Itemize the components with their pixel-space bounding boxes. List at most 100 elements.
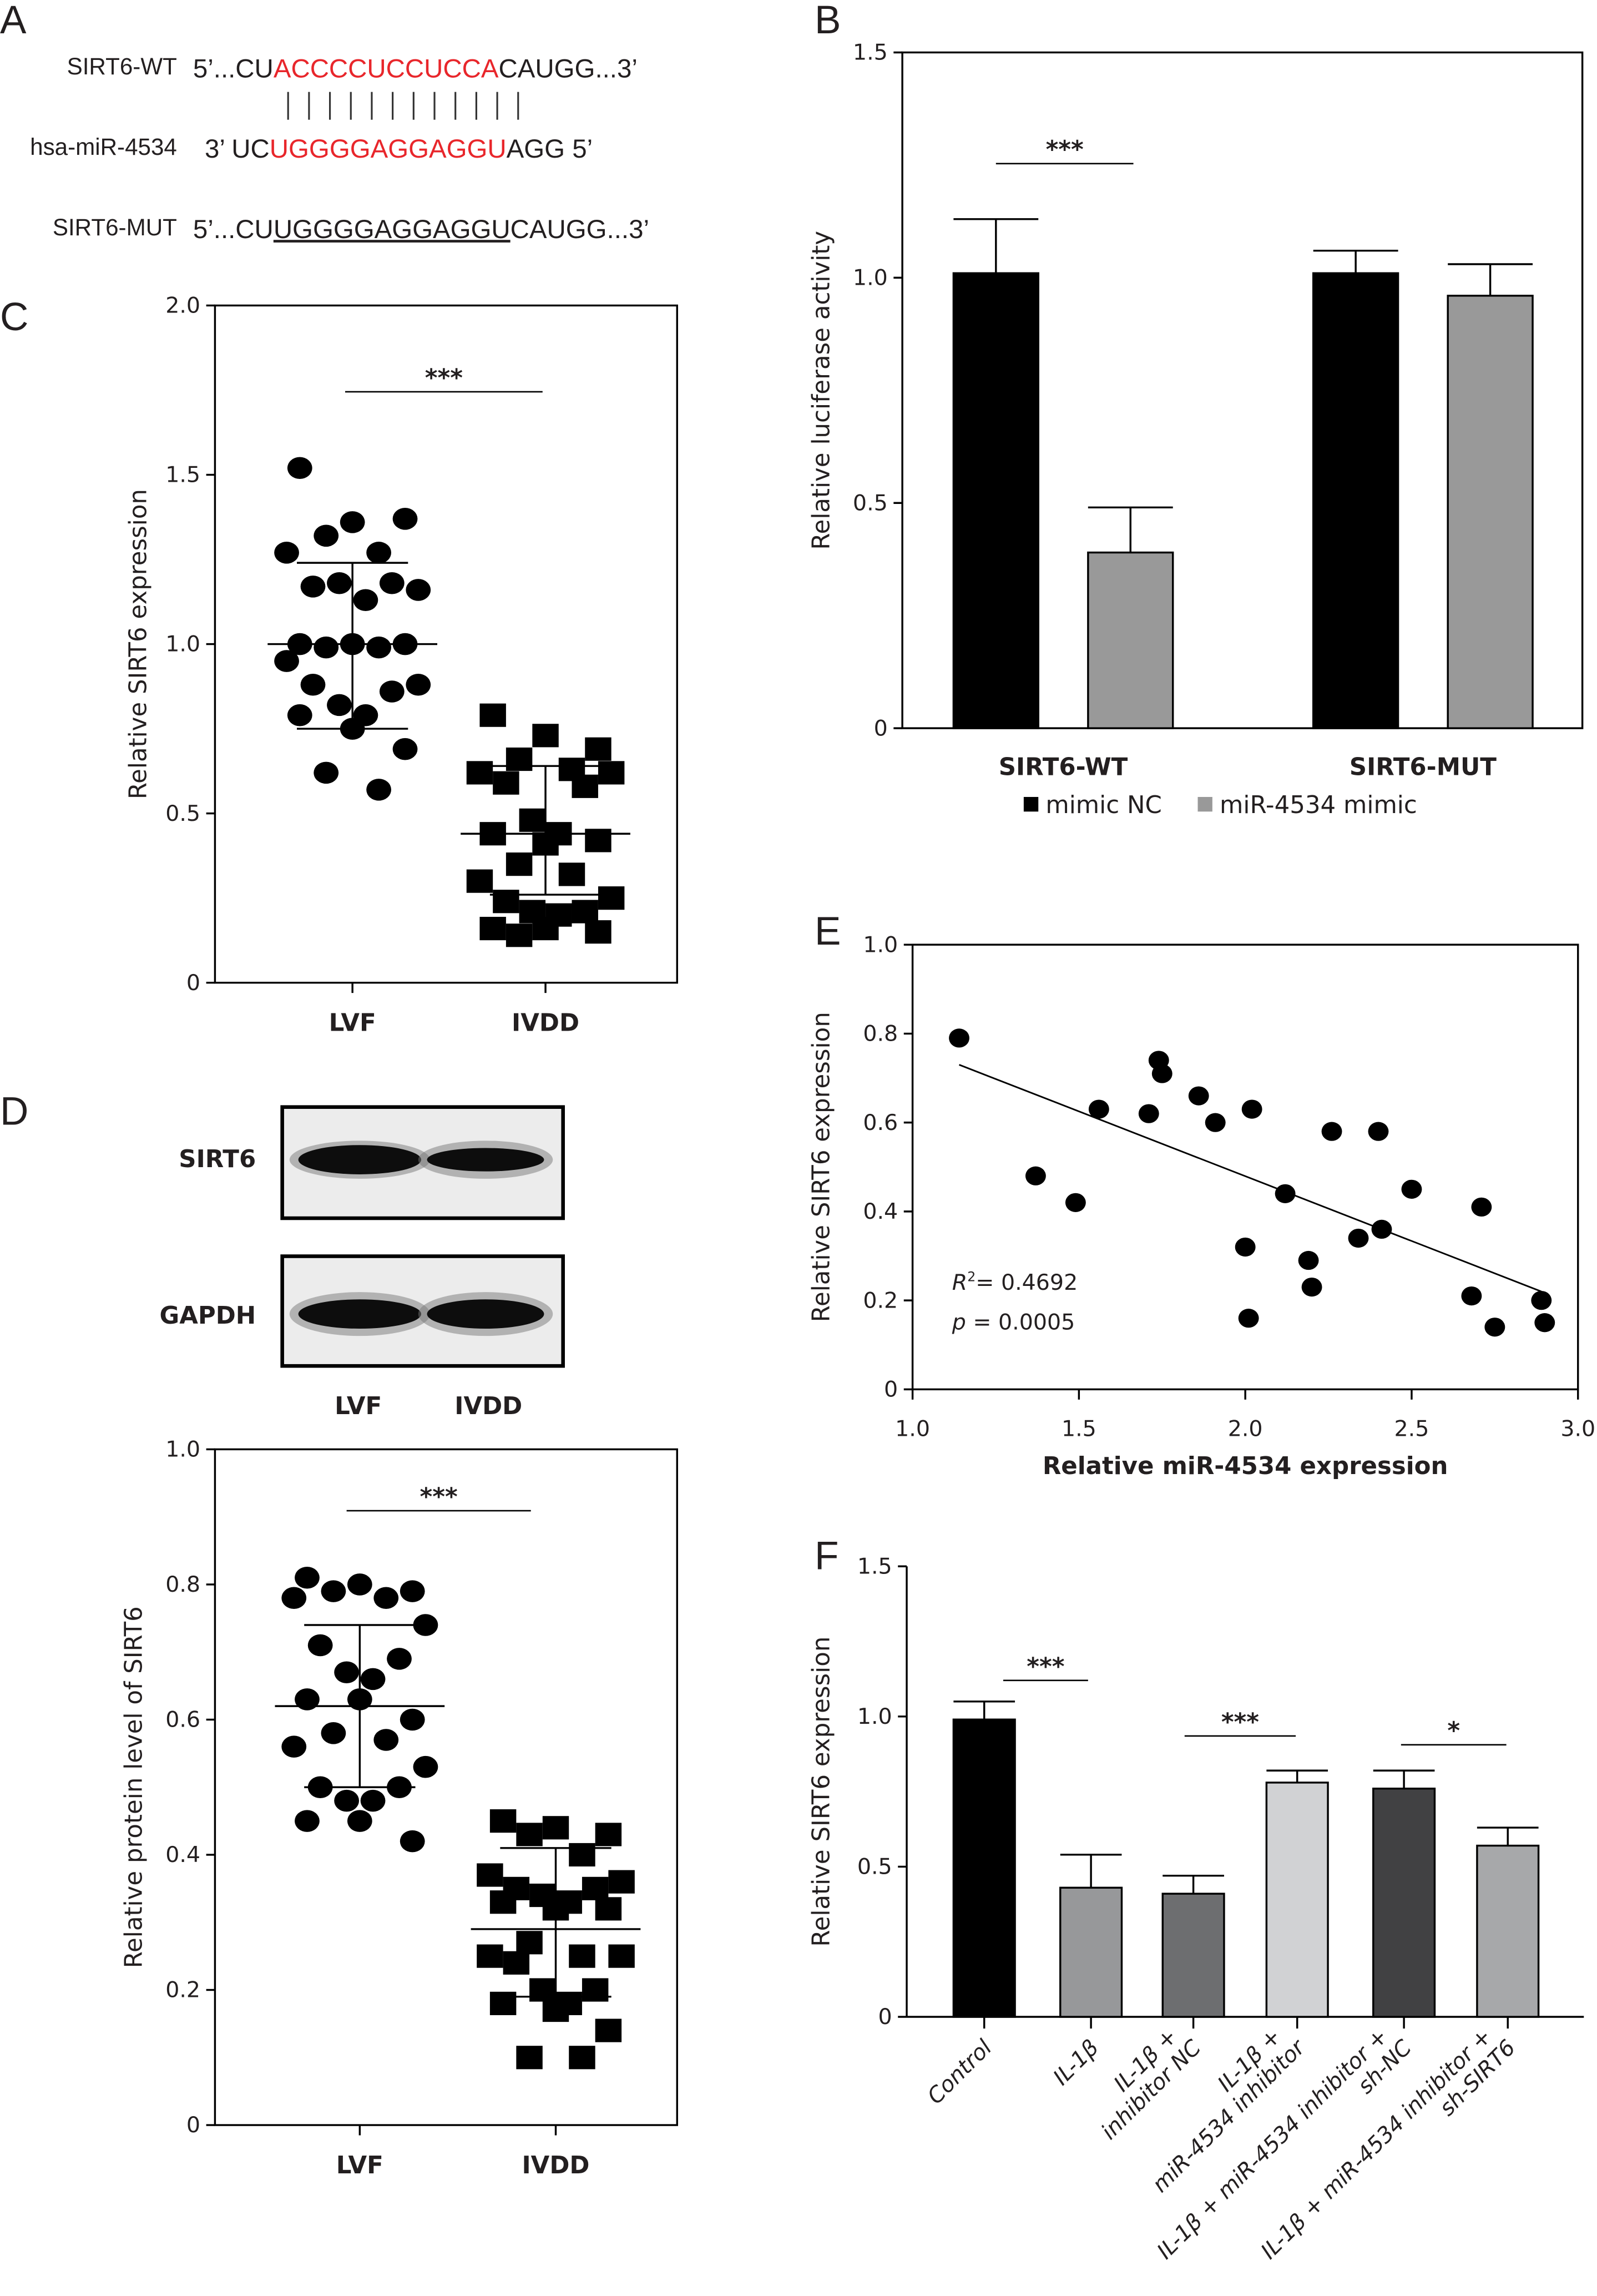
- y-tick-label: 0: [874, 715, 888, 741]
- western-blot: SIRT6 GAPDH LVF IVDD: [160, 1105, 565, 1420]
- data-point: [1368, 1122, 1389, 1141]
- data-point: [572, 774, 598, 798]
- r-symbol: R: [952, 1270, 967, 1295]
- data-point: [489, 1890, 517, 1914]
- data-point: [392, 508, 418, 530]
- bar: [1372, 1788, 1436, 2018]
- data-point: [400, 1708, 425, 1731]
- data-point: [558, 862, 585, 886]
- data-point: [366, 636, 392, 659]
- data-point: [595, 1897, 622, 1921]
- data-point: [532, 724, 559, 748]
- y-tick-label: 0.4: [863, 1199, 898, 1224]
- data-point: [387, 1648, 412, 1670]
- y-tick-label: 0.8: [165, 1572, 200, 1597]
- panel-b-luciferase-chart: 0 0.5 1.0 1.5 Relative luciferase activity SI…: [807, 40, 1584, 819]
- data-point: [1151, 1064, 1173, 1083]
- seq-segment: AGG 5’: [507, 134, 593, 164]
- data-point: [598, 761, 625, 785]
- data-point: [489, 1809, 517, 1833]
- panel-e-correlation-scatter: 0 0.2 0.4 0.6 0.8 1.0 Relative SIRT6 expressio…: [807, 932, 1595, 1480]
- y-tick-label: 1.0: [857, 1704, 892, 1729]
- sirt6-wt-label: SIRT6-WT: [67, 53, 177, 79]
- y-tick-label: 1.5: [853, 40, 888, 65]
- panel-c-expression-dotplot: 0 0.5 1.0 1.5 2.0 Relative SIRT6 expression LV…: [125, 293, 678, 1037]
- y-tick-label: 0: [878, 2004, 892, 2030]
- data-point: [572, 900, 598, 924]
- data-point: [1088, 1099, 1109, 1119]
- panel-label-f: F: [815, 1535, 838, 1578]
- data-point: [1205, 1113, 1226, 1132]
- data-point: [366, 779, 392, 801]
- panel-label-d: D: [0, 1089, 28, 1133]
- significance-label: *: [1447, 1717, 1460, 1745]
- data-point: [608, 1944, 635, 1968]
- data-point: [321, 1580, 346, 1602]
- data-point: [314, 761, 339, 784]
- y-tick-label: 0.6: [165, 1707, 200, 1733]
- data-point: [1025, 1166, 1046, 1185]
- legend-label: miR-4534 mimic: [1220, 791, 1417, 819]
- data-point: [340, 511, 365, 533]
- data-point: [1241, 1099, 1262, 1119]
- data-point: [1371, 1219, 1392, 1239]
- data-point: [321, 1722, 346, 1744]
- sirt6-mut-sequence: 5’...CUUGGGGAGGAGGUCAUGG...3’: [193, 215, 649, 244]
- data-point: [479, 916, 506, 941]
- y-tick-label: 1.5: [857, 1553, 892, 1579]
- blot-lane-label-lvf: LVF: [335, 1392, 382, 1420]
- data-point: [1401, 1179, 1422, 1199]
- data-point: [281, 1735, 307, 1758]
- data-point: [347, 1810, 372, 1832]
- data-point: [373, 1587, 399, 1609]
- x-category-label: IVDD: [522, 2152, 590, 2179]
- data-point: [1534, 1313, 1555, 1333]
- x-axis-title: Relative miR-4534 expression: [1043, 1452, 1448, 1480]
- plot-frame: [901, 51, 1584, 729]
- data-point: [569, 1843, 595, 1867]
- data-point: [360, 1668, 386, 1691]
- data-point: [598, 886, 625, 910]
- data-point: [295, 1810, 320, 1832]
- data-point: [1298, 1250, 1319, 1270]
- significance-label: ***: [1046, 136, 1084, 164]
- data-point: [477, 1944, 503, 1968]
- data-point: [406, 674, 431, 696]
- y-tick-label: 2.0: [165, 293, 200, 319]
- r-squared-value: = 0.4692: [976, 1270, 1078, 1295]
- y-tick-label: 1.0: [853, 265, 888, 291]
- data-point: [379, 572, 405, 594]
- x-tick-label: 1.5: [1062, 1416, 1096, 1442]
- significance-label: ***: [1221, 1708, 1259, 1736]
- x-category-label-line: IL-1β: [1048, 2035, 1104, 2091]
- x-category-label: SIRT6-WT: [999, 753, 1128, 781]
- bar: [1312, 272, 1399, 729]
- data-point: [506, 924, 533, 947]
- data-point: [516, 2046, 543, 2070]
- panel-label-c: C: [0, 295, 28, 339]
- data-point: [569, 1944, 595, 1968]
- data-point: [327, 694, 352, 716]
- y-tick-label: 0.5: [853, 490, 888, 516]
- seq-segment-seed: UGGGGAGGAGGU: [270, 134, 507, 164]
- data-point: [489, 1991, 517, 2015]
- data-point: [582, 1876, 609, 1900]
- data-point: [373, 1729, 399, 1751]
- data-point: [327, 572, 352, 594]
- data-point: [542, 1816, 569, 1840]
- data-point: [608, 1870, 635, 1894]
- data-point: [493, 890, 519, 914]
- x-category-label: Control: [922, 2035, 997, 2110]
- seq-segment: CAUGG...3’: [511, 215, 649, 244]
- data-point: [1484, 1318, 1505, 1337]
- significance-label: ***: [420, 1483, 458, 1511]
- seq-segment: 5’...CU: [193, 54, 274, 83]
- x-tick-label: 3.0: [1560, 1416, 1595, 1442]
- data-point: [1238, 1309, 1259, 1328]
- seq-segment-seed: ACCCCUCCUCCA: [274, 54, 499, 83]
- y-tick-label: 0: [884, 1377, 898, 1402]
- data-point: [466, 869, 493, 893]
- data-point: [334, 1789, 360, 1812]
- data-point: [334, 1661, 360, 1683]
- x-tick-label: 2.0: [1228, 1416, 1263, 1442]
